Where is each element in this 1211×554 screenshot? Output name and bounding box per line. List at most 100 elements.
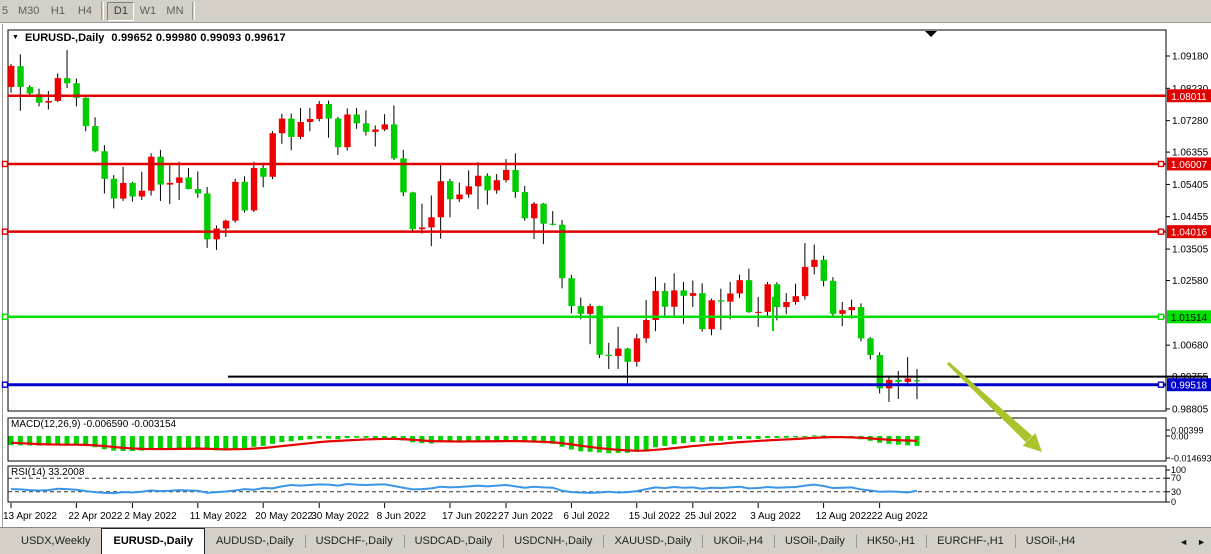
candle-body xyxy=(820,259,827,281)
candle-body xyxy=(129,182,136,197)
macd-bar xyxy=(466,436,472,442)
candle-body xyxy=(194,189,202,194)
macd-bar xyxy=(765,436,771,439)
symbol-tab-eurchf-h1[interactable]: EURCHF-,H1 xyxy=(926,530,1015,553)
macd-bar xyxy=(55,436,61,445)
symbol-tab-usdchf-daily[interactable]: USDCHF-,Daily xyxy=(304,530,404,553)
macd-bar xyxy=(484,436,490,442)
candle-body xyxy=(848,307,855,311)
hline-handle[interactable] xyxy=(1157,160,1165,168)
tab-scroll-buttons: ◄ ► xyxy=(1179,537,1206,547)
candle-body xyxy=(587,306,594,314)
timeframe-button-w1[interactable]: W1 xyxy=(139,5,157,17)
macd-bar xyxy=(793,436,799,438)
tab-scroll-left-icon[interactable]: ◄ xyxy=(1179,537,1189,547)
timeframe-button-d1[interactable]: D1 xyxy=(107,1,135,21)
candle-body xyxy=(465,186,473,195)
hline-handle[interactable] xyxy=(1,228,9,235)
macd-bar xyxy=(36,436,42,446)
macd-bar xyxy=(45,436,51,446)
symbol-tab-eurusd-daily[interactable]: EURUSD-,Daily xyxy=(101,528,205,554)
price-axis-label: 1.05405 xyxy=(1172,180,1209,191)
price-badge-text: 1.01514 xyxy=(1171,313,1208,324)
candle-body xyxy=(503,169,510,181)
symbol-tab-usdcad-daily[interactable]: USDCAD-,Daily xyxy=(403,530,504,553)
hline-handle[interactable] xyxy=(1,160,9,168)
hline-handle[interactable] xyxy=(1157,381,1165,388)
candle-body xyxy=(680,290,687,296)
hline-handle[interactable] xyxy=(1,313,9,320)
hline-handle[interactable] xyxy=(1157,228,1165,235)
candle-body xyxy=(904,378,912,382)
symbol-tab-usoil-daily[interactable]: USOil-,Daily xyxy=(773,530,856,553)
timeframe-toolbar: 5 M30 H1 H4 D1 W1 MN xyxy=(0,0,1211,23)
rsi-pane[interactable] xyxy=(7,465,1167,503)
trend-arrow-annotation[interactable] xyxy=(946,361,1042,452)
candle-body xyxy=(148,156,155,191)
candle-body xyxy=(232,181,239,221)
macd-bar xyxy=(157,436,163,450)
hline-handle[interactable] xyxy=(1,381,9,388)
macd-bar xyxy=(550,436,556,444)
hline-handle[interactable] xyxy=(1157,313,1165,320)
macd-bar xyxy=(8,436,14,445)
macd-bar xyxy=(690,436,696,442)
main-price-pane[interactable] xyxy=(7,29,1167,412)
candle-body xyxy=(792,296,799,302)
macd-bar xyxy=(120,436,126,451)
candle-body xyxy=(633,338,641,362)
candle-body xyxy=(624,348,631,362)
candle-body xyxy=(390,124,398,159)
candle-body xyxy=(334,118,342,148)
macd-bar xyxy=(737,436,743,439)
candle-body xyxy=(829,280,837,314)
macd-axis-label: 0.00 xyxy=(1171,432,1189,442)
macd-bar xyxy=(307,436,313,440)
date-axis: 13 Apr 2022 22 Apr 2022 2 May 2022 11 May 2… xyxy=(3,503,928,522)
symbol-tab-usdx-weekly[interactable]: USDX,Weekly xyxy=(21,535,91,547)
candle-body xyxy=(8,65,15,87)
candle-body xyxy=(241,181,248,211)
date-axis-label: 17 Jun 2022 xyxy=(442,511,497,522)
timeframe-button-h4[interactable]: H4 xyxy=(77,5,92,17)
timeframe-button-5[interactable]: 5 xyxy=(2,5,9,17)
timeframe-button-m30[interactable]: M30 xyxy=(18,5,40,17)
macd-bar xyxy=(111,436,117,451)
macd-bar xyxy=(475,436,481,441)
scroll-marker-icon[interactable] xyxy=(925,31,937,37)
toolbar-separator xyxy=(191,2,195,20)
symbol-tab-hk50-h1[interactable]: HK50-,H1 xyxy=(855,530,926,553)
date-axis-label: 11 May 2022 xyxy=(190,511,248,522)
candle-body xyxy=(783,301,790,308)
macd-bar xyxy=(447,436,453,442)
macd-bar xyxy=(83,436,89,446)
timeframe-button-h1[interactable]: H1 xyxy=(50,5,65,17)
macd-bar xyxy=(316,436,322,439)
macd-bar xyxy=(503,436,509,441)
candle-body xyxy=(596,306,603,355)
macd-bar xyxy=(662,436,668,446)
macd-bar xyxy=(185,436,191,448)
symbol-dropdown-icon[interactable]: ▼ xyxy=(12,34,19,41)
candle-body xyxy=(176,177,183,183)
price-badge-text: 1.04016 xyxy=(1171,228,1208,239)
tab-scroll-right-icon[interactable]: ► xyxy=(1197,537,1206,547)
macd-bar xyxy=(176,436,182,449)
symbol-tab-ukoil-h4[interactable]: UKOil-,H4 xyxy=(702,530,774,553)
macd-pane[interactable] xyxy=(7,417,1167,462)
macd-bar xyxy=(634,436,640,452)
candle-body xyxy=(344,114,351,148)
symbol-tab-audusd-daily[interactable]: AUDUSD-,Daily xyxy=(215,535,294,547)
symbol-tab-xauusd-daily[interactable]: XAUUSD-,Daily xyxy=(603,530,702,553)
candle-body xyxy=(222,220,230,229)
date-axis-label: 13 Apr 2022 xyxy=(3,511,57,522)
timeframe-button-mn[interactable]: MN xyxy=(166,5,184,17)
candle-body xyxy=(475,175,482,187)
candle-body xyxy=(260,167,267,177)
price-badge-1.01514 xyxy=(1167,310,1211,324)
symbol-tab-usdcnh-daily[interactable]: USDCNH-,Daily xyxy=(503,530,603,553)
macd-bar xyxy=(522,436,528,443)
symbol-tab-usoil-h4[interactable]: USOil-,H4 xyxy=(1014,530,1087,553)
price-axis-label: 1.03505 xyxy=(1172,245,1209,256)
